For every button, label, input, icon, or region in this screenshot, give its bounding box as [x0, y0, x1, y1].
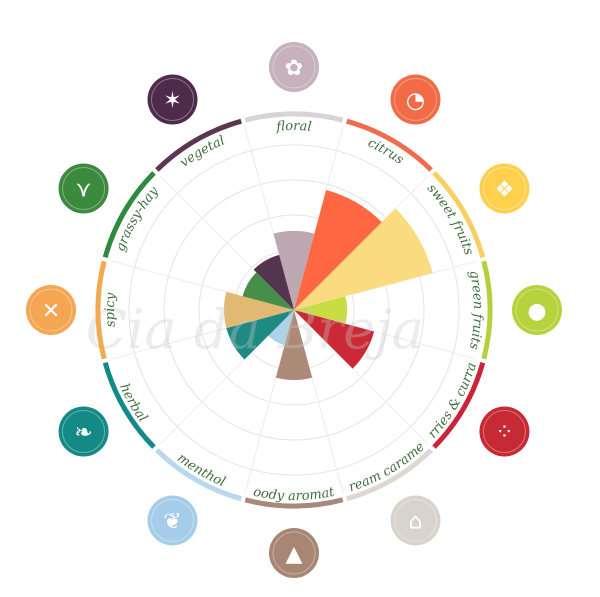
- cream-jar-icon: ⌂: [390, 495, 441, 546]
- chili-icon: ✕: [26, 285, 76, 335]
- leaf-icon: ❧: [58, 406, 109, 457]
- onion-icon: ✶: [147, 74, 198, 125]
- apple-pear-icon: ●: [512, 285, 562, 335]
- svg-text:❧: ❧: [74, 421, 92, 446]
- grid-circle: [163, 179, 425, 441]
- ring-segment-menthol: [155, 448, 242, 502]
- wedge-menthol: [268, 310, 294, 346]
- outer-ring: [95, 111, 493, 509]
- chart-wedges: [223, 190, 433, 381]
- wedge-green-fruits: [294, 296, 348, 324]
- label-spicy: spicy: [103, 292, 119, 328]
- chart-grid: [110, 126, 478, 494]
- ring-segment-berries-and-currant: [432, 362, 486, 449]
- grid-circle: [128, 144, 460, 476]
- grid-spoke: [159, 352, 252, 445]
- ring-segment-herbal: [102, 362, 156, 449]
- grid-spoke: [309, 367, 344, 494]
- wedge-citrus: [294, 190, 382, 310]
- ring-segment-green-fruits: [481, 260, 493, 360]
- ring-segment-grassy-hay: [102, 171, 156, 258]
- citrus-slice-icon: ◔: [390, 74, 441, 125]
- grid-spoke: [244, 126, 279, 253]
- svg-text:⁘: ⁘: [495, 421, 513, 446]
- svg-text:◔: ◔: [406, 89, 425, 114]
- ring-segment-cream-caramel: [346, 448, 433, 502]
- ring-segment-woody-aromatic: [244, 497, 344, 509]
- ring-segment-citrus: [346, 118, 433, 172]
- category-icons: ✿ ◔ ❖ ● ⁘ ⌂ ▲ ❦ ❧ ✕ ⋎ ✶: [26, 42, 562, 578]
- wedge-woody-aromatic: [275, 310, 313, 381]
- grid-circle: [198, 214, 390, 406]
- wedge-spicy: [223, 291, 294, 329]
- label-floral: floral: [275, 119, 312, 135]
- grid-spoke: [244, 367, 279, 494]
- svg-text:✕: ✕: [42, 299, 60, 324]
- mint-leaf-icon: ❦: [147, 495, 198, 546]
- svg-text:✶: ✶: [163, 89, 181, 114]
- watermark-text: Cia da Breja: [86, 298, 424, 361]
- svg-text:❦: ❦: [163, 509, 181, 534]
- label-berries-and-currant: berries & currant: [0, 0, 480, 442]
- svg-text:⌂: ⌂: [409, 509, 423, 534]
- label-citrus: citrus: [365, 136, 406, 168]
- berries-icon: ⁘: [479, 406, 530, 457]
- svg-text:⋎: ⋎: [75, 178, 91, 203]
- ring-segment-vegetal: [155, 118, 242, 172]
- pineapple-icon: ❖: [479, 163, 530, 214]
- wedge-sweet-fruits: [294, 208, 433, 310]
- pine-tree-icon: ▲: [269, 528, 319, 578]
- svg-text:●: ●: [527, 299, 546, 324]
- ring-segment-spicy: [95, 260, 107, 360]
- svg-text:❖: ❖: [495, 178, 515, 203]
- grid-spoke: [159, 175, 252, 268]
- ring-segment-sweet-fruits: [432, 171, 486, 258]
- flower-icon: ✿: [269, 42, 319, 92]
- grid-spoke: [110, 325, 237, 360]
- wedge-vegetal: [253, 254, 294, 310]
- svg-text:✿: ✿: [285, 56, 303, 81]
- wedge-herbal: [226, 310, 294, 360]
- grass-icon: ⋎: [58, 163, 109, 214]
- wedge-grassy-hay: [242, 272, 294, 310]
- wedge-floral: [273, 230, 315, 310]
- grid-spoke: [110, 260, 237, 295]
- wedge-berries-and-currant: [294, 310, 375, 369]
- svg-text:▲: ▲: [286, 542, 303, 567]
- ring-segment-floral: [244, 111, 344, 123]
- label-green-fruits: green fruits: [466, 269, 485, 351]
